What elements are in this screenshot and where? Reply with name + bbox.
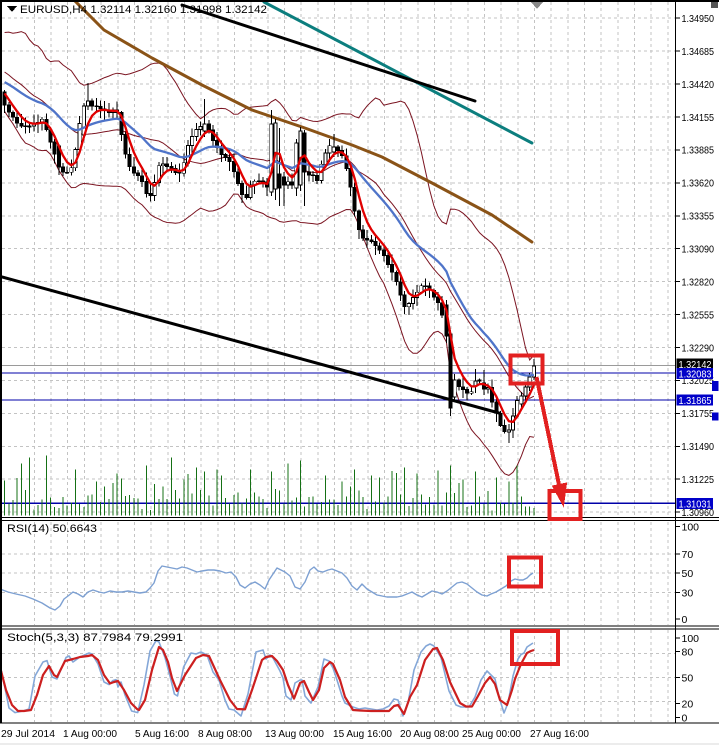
svg-text:27 Aug 16:00: 27 Aug 16:00: [530, 728, 589, 740]
svg-text:1.34155: 1.34155: [682, 112, 715, 124]
svg-text:100: 100: [682, 633, 700, 645]
svg-text:1.31225: 1.31225: [682, 474, 715, 486]
svg-text:1.33355: 1.33355: [682, 211, 715, 223]
svg-text:1.30960: 1.30960: [682, 507, 715, 519]
svg-text:1.32083: 1.32083: [679, 368, 712, 380]
svg-text:50: 50: [682, 672, 694, 684]
svg-text:80: 80: [682, 647, 694, 659]
svg-text:1.32142: 1.32142: [679, 359, 712, 371]
svg-text:1.33620: 1.33620: [682, 178, 715, 190]
svg-text:1.31865: 1.31865: [679, 395, 712, 407]
svg-text:70: 70: [682, 549, 694, 561]
svg-text:25 Aug 00:00: 25 Aug 00:00: [462, 728, 521, 740]
svg-text:0: 0: [682, 712, 688, 724]
svg-text:29 Jul 2014: 29 Jul 2014: [1, 728, 55, 740]
svg-text:5 Aug 16:00: 5 Aug 16:00: [135, 728, 189, 740]
svg-text:30: 30: [682, 588, 694, 600]
svg-text:1.32820: 1.32820: [682, 276, 715, 288]
svg-text:1.31031: 1.31031: [679, 498, 712, 510]
svg-text:RSI(14) 50.6643: RSI(14) 50.6643: [7, 523, 97, 535]
svg-text:1.32290: 1.32290: [682, 342, 715, 354]
svg-text:50: 50: [682, 568, 694, 580]
svg-text:1.31490: 1.31490: [682, 441, 715, 453]
svg-text:1.31755: 1.31755: [682, 408, 715, 420]
svg-text:1.33885: 1.33885: [682, 145, 715, 157]
svg-text:20 Aug 08:00: 20 Aug 08:00: [400, 728, 459, 740]
svg-text:1 Aug 00:00: 1 Aug 00:00: [63, 728, 117, 740]
svg-text:1.34950: 1.34950: [682, 13, 715, 25]
svg-text:1.34685: 1.34685: [682, 46, 715, 58]
svg-text:1.34420: 1.34420: [682, 79, 715, 91]
svg-text:15 Aug 16:00: 15 Aug 16:00: [333, 728, 392, 740]
svg-text:0: 0: [682, 614, 688, 626]
svg-text:100: 100: [682, 522, 700, 534]
svg-text:8 Aug 08:00: 8 Aug 08:00: [198, 728, 252, 740]
svg-text:1.33090: 1.33090: [682, 244, 715, 256]
svg-text:1.32555: 1.32555: [682, 309, 715, 321]
svg-text:13 Aug 00:00: 13 Aug 00:00: [265, 728, 324, 740]
svg-text:Stoch(5,3,3) 87.7984 79.2991: Stoch(5,3,3) 87.7984 79.2991: [7, 632, 183, 644]
svg-text:EURUSD,H4 1.32114 1.32160 1.3: EURUSD,H4 1.32114 1.32160 1.31998 1.3214…: [20, 4, 267, 16]
svg-text:20: 20: [682, 699, 694, 711]
